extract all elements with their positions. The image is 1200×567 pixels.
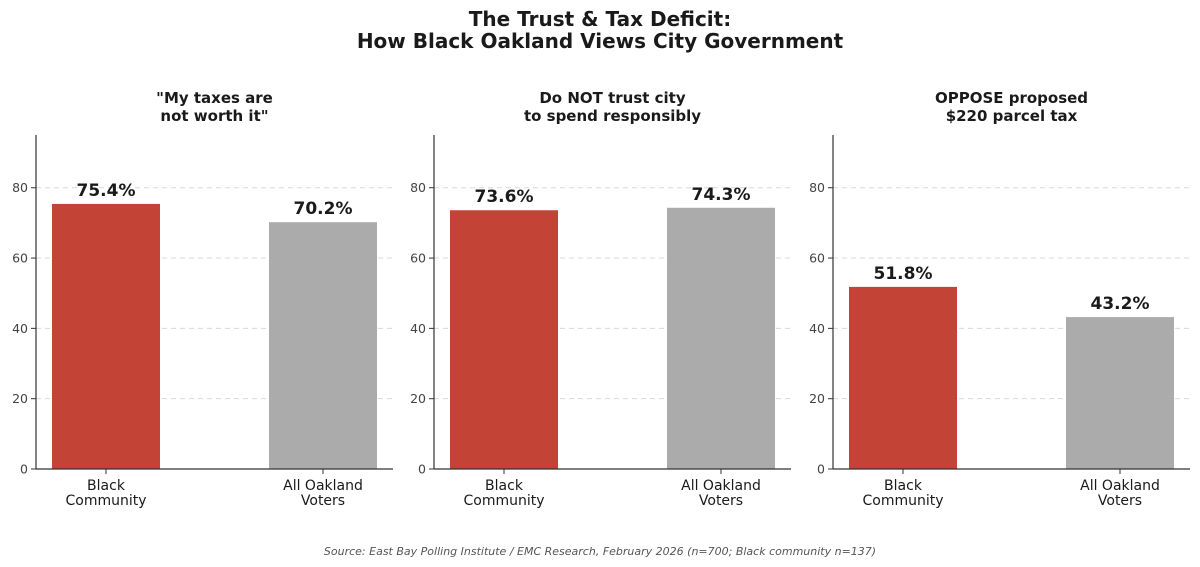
y-tick-label: 20	[12, 391, 28, 406]
x-tick-label: All Oakland	[1080, 478, 1160, 494]
x-tick-label: Voters	[699, 493, 743, 509]
bar	[1066, 317, 1174, 469]
y-tick-label: 40	[410, 321, 426, 336]
data-label: 43.2%	[1091, 294, 1150, 314]
chart-panel-3: OPPOSE proposed$220 parcel tax 0 20 40 60 80 5…	[809, 89, 1190, 509]
y-tick-label: 20	[809, 391, 825, 406]
panel-title-line-2: not worth it"	[160, 107, 268, 125]
panel-title-line-1: Do NOT trust city	[539, 89, 686, 107]
chart-title-line-2: How Black Oakland Views City Government	[357, 29, 844, 53]
y-tick-label: 0	[817, 462, 825, 477]
y-tick-label: 60	[410, 251, 426, 266]
x-tick-label: Community	[862, 493, 943, 509]
bar	[450, 210, 558, 469]
y-tick-label: 80	[12, 180, 28, 195]
y-tick-label: 80	[410, 180, 426, 195]
y-tick-label: 60	[809, 251, 825, 266]
bar	[269, 222, 377, 469]
source-note: Source: East Bay Polling Institute / EMC…	[324, 545, 876, 558]
bar	[849, 286, 957, 469]
panel-title-line-2: $220 parcel tax	[946, 107, 1078, 125]
x-tick-label: Voters	[301, 493, 345, 509]
data-label: 73.6%	[475, 187, 534, 207]
data-label: 74.3%	[692, 185, 751, 205]
data-label: 70.2%	[294, 199, 353, 219]
panel-title-line-1: "My taxes are	[156, 89, 273, 107]
y-tick-label: 40	[809, 321, 825, 336]
y-tick-label: 40	[12, 321, 28, 336]
bar	[667, 207, 775, 469]
x-tick-label: Black	[884, 478, 923, 494]
x-tick-label: All Oakland	[283, 478, 363, 494]
x-tick-label: Community	[65, 493, 146, 509]
x-tick-label: Community	[463, 493, 544, 509]
x-tick-label: All Oakland	[681, 478, 761, 494]
data-label: 75.4%	[77, 181, 136, 201]
y-tick-label: 0	[418, 462, 426, 477]
panel-title-line-1: OPPOSE proposed	[935, 89, 1088, 107]
chart-title-line-1: The Trust & Tax Deficit:	[469, 7, 731, 31]
y-tick-label: 0	[20, 462, 28, 477]
x-tick-label: Black	[87, 478, 126, 494]
panel-title-line-2: to spend responsibly	[524, 107, 701, 125]
y-tick-label: 80	[809, 180, 825, 195]
y-tick-label: 60	[12, 251, 28, 266]
x-tick-label: Voters	[1098, 493, 1142, 509]
x-tick-label: Black	[485, 478, 524, 494]
bar	[52, 203, 160, 469]
y-tick-label: 20	[410, 391, 426, 406]
data-label: 51.8%	[874, 264, 933, 284]
